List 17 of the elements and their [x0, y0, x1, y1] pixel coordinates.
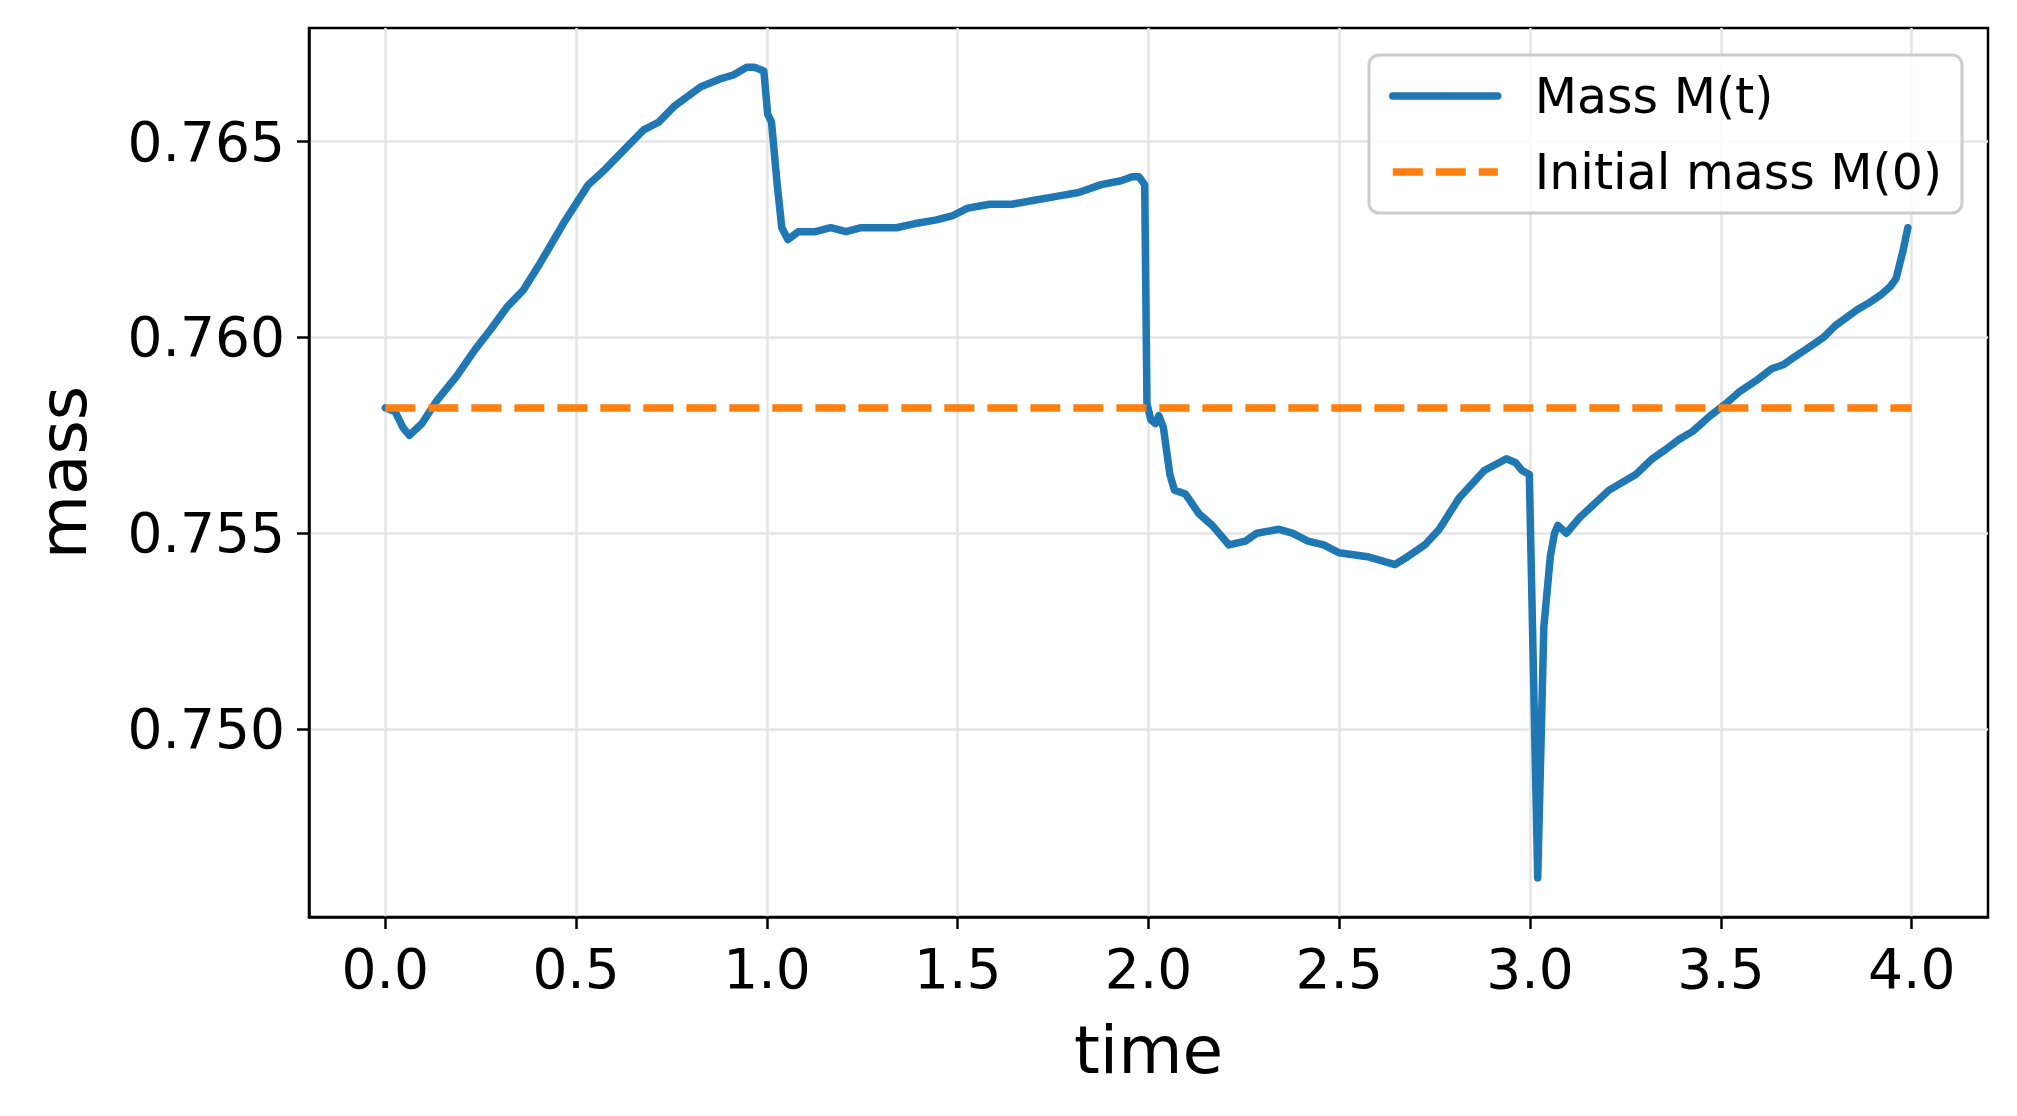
y-axis-title: mass — [24, 385, 102, 560]
y-tick-label: 0.765 — [127, 109, 285, 174]
y-tick-label: 0.750 — [127, 697, 285, 762]
x-tick-label: 2.0 — [1104, 936, 1193, 1001]
x-tick-label: 3.0 — [1486, 936, 1574, 1001]
x-axis-title: time — [1073, 1011, 1224, 1089]
legend-label: Initial mass M(0) — [1534, 143, 1943, 201]
x-tick-label: 4.0 — [1867, 936, 1956, 1001]
y-tick-label: 0.760 — [127, 305, 285, 370]
y-tick-label: 0.755 — [127, 501, 285, 566]
legend-label: Mass M(t) — [1534, 67, 1774, 125]
x-tick-label: 0.0 — [341, 936, 430, 1001]
x-tick-label: 3.5 — [1677, 936, 1765, 1001]
x-tick-label: 0.5 — [532, 936, 620, 1001]
x-tick-label: 1.0 — [723, 936, 811, 1001]
x-tick-label: 1.5 — [913, 936, 1002, 1001]
x-tick-label: 2.5 — [1295, 936, 1384, 1001]
